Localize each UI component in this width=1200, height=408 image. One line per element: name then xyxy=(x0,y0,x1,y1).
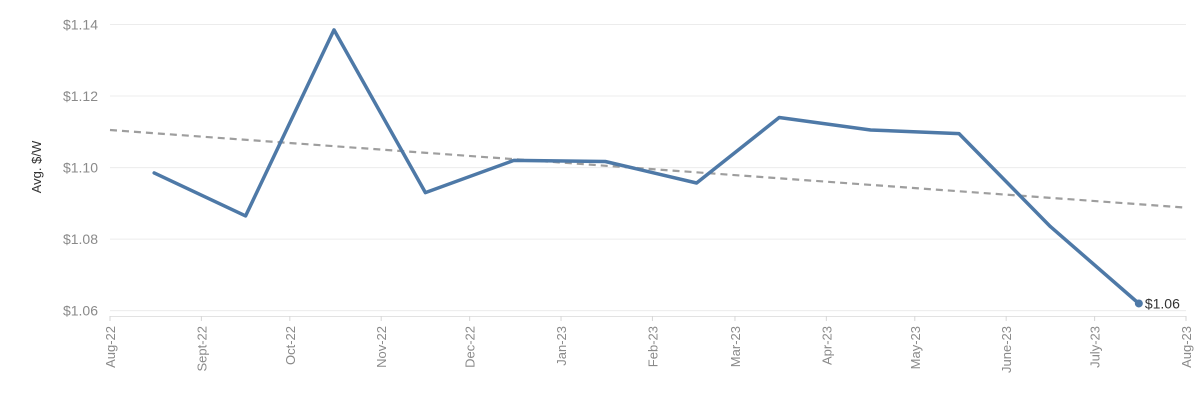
y-tick-label: $1.06 xyxy=(63,303,98,319)
data-point xyxy=(695,181,699,185)
x-tick-label: Aug-23 xyxy=(1179,326,1194,368)
data-point xyxy=(244,214,248,218)
data-point xyxy=(1048,225,1052,229)
x-tick-label: Aug-22 xyxy=(103,326,118,368)
data-point xyxy=(957,132,961,136)
end-value-label: $1.06 xyxy=(1145,295,1180,311)
y-axis-title: Avg. $/W xyxy=(29,140,44,193)
data-point xyxy=(152,171,156,175)
end-point-marker xyxy=(1134,299,1143,308)
x-tick-label: Nov-22 xyxy=(374,326,389,368)
x-tick-label: Apr-23 xyxy=(819,326,834,365)
x-axis-ticks: Aug-22 Sept-22 Oct-22 Nov-22 Dec-22 Jan-23 Feb… xyxy=(103,316,1194,373)
x-tick-label: Mar-23 xyxy=(728,326,743,367)
series-layer: $1.06 xyxy=(152,28,1180,311)
trend-line xyxy=(109,128,1187,209)
y-tick-label: $1.08 xyxy=(63,231,98,247)
x-tick-label: Oct-22 xyxy=(283,326,298,365)
data-point xyxy=(777,116,781,120)
y-axis-ticks: $1.06 $1.08 $1.10 $1.12 $1.14 xyxy=(63,17,98,319)
trend-layer xyxy=(109,128,1187,209)
x-tick-label: July-23 xyxy=(1088,326,1103,368)
series-line xyxy=(152,28,1141,306)
x-tick-label: Feb-23 xyxy=(645,326,660,367)
y-tick-label: $1.14 xyxy=(63,17,98,33)
data-point xyxy=(512,158,516,162)
data-point xyxy=(332,28,336,32)
x-tick-label: Sept-22 xyxy=(194,326,209,372)
y-tick-label: $1.12 xyxy=(63,88,98,104)
data-point xyxy=(603,159,607,163)
x-tick-label: May-23 xyxy=(908,326,923,369)
x-tick-label: Dec-22 xyxy=(463,326,478,368)
x-tick-label: Jan-23 xyxy=(554,326,569,366)
x-tick-label: June-23 xyxy=(999,326,1014,373)
y-tick-label: $1.10 xyxy=(63,160,98,176)
data-point xyxy=(423,191,427,195)
data-point xyxy=(869,128,873,132)
